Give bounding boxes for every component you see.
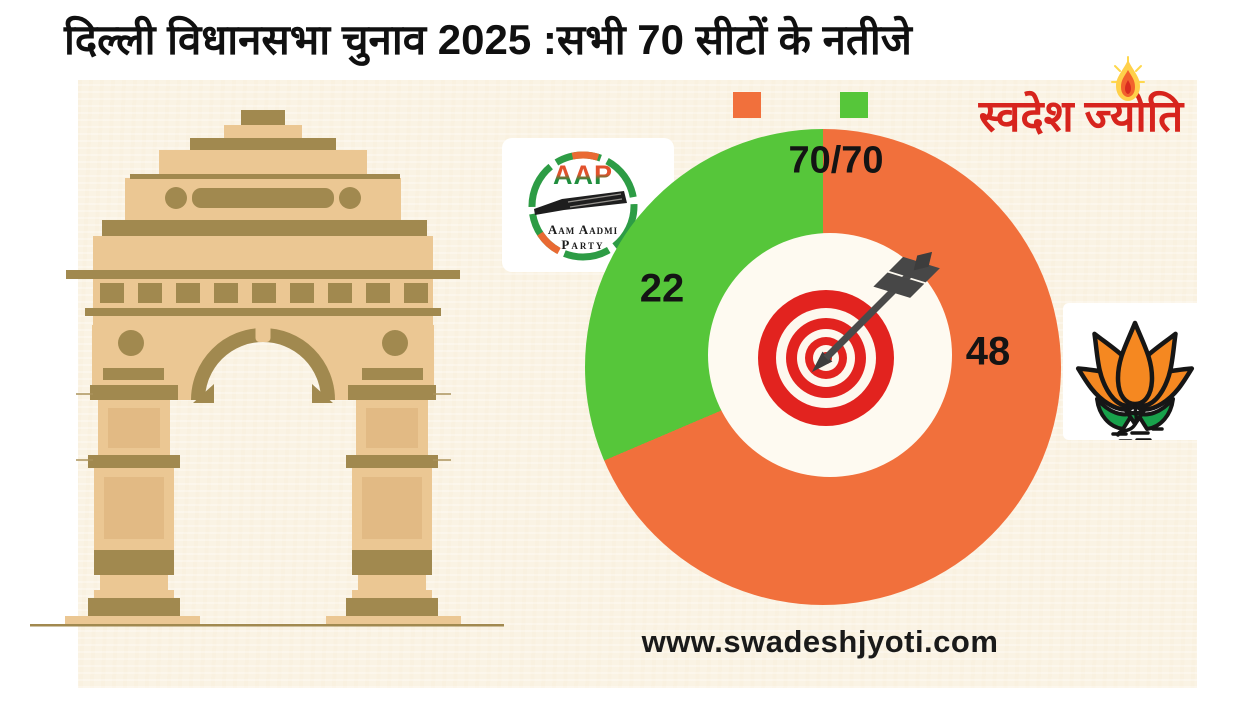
aam-aadmi-party-logo <box>528 151 638 261</box>
brand-name: स्वदेश ज्योति <box>978 92 1184 141</box>
broom-icon <box>534 191 627 215</box>
legend-swatch-aap <box>840 92 868 118</box>
website-text: www.swadeshjyoti.com <box>641 624 999 659</box>
bullseye-target-icon <box>758 251 940 426</box>
bjp-logo-card <box>1063 303 1207 443</box>
page-title: दिल्ली विधानसभा चुनाव 2025 :सभी 70 सीटों… <box>64 16 912 63</box>
bjp-seats-label: 48 <box>965 329 1011 374</box>
legend-swatch-bjp <box>733 92 761 118</box>
aap-name-line2: Party <box>561 237 605 252</box>
bjp-lotus-logo <box>1075 320 1195 443</box>
aap-seats-label: 22 <box>639 266 685 311</box>
dart-arrow-icon <box>811 251 940 373</box>
aap-name-line1: Aam Aadmi <box>547 222 619 237</box>
total-seats-label: 70/70 <box>788 139 884 182</box>
aap-abbr: AAP <box>552 160 614 190</box>
aap-logo-card: AAP Aam Aadmi Party <box>502 138 674 272</box>
india-gate-illustration <box>30 110 504 627</box>
diya-flame-icon <box>1111 56 1145 101</box>
